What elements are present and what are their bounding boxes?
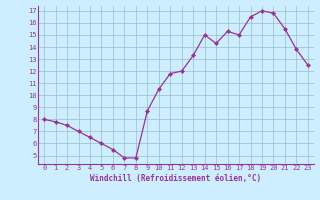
X-axis label: Windchill (Refroidissement éolien,°C): Windchill (Refroidissement éolien,°C)	[91, 174, 261, 183]
